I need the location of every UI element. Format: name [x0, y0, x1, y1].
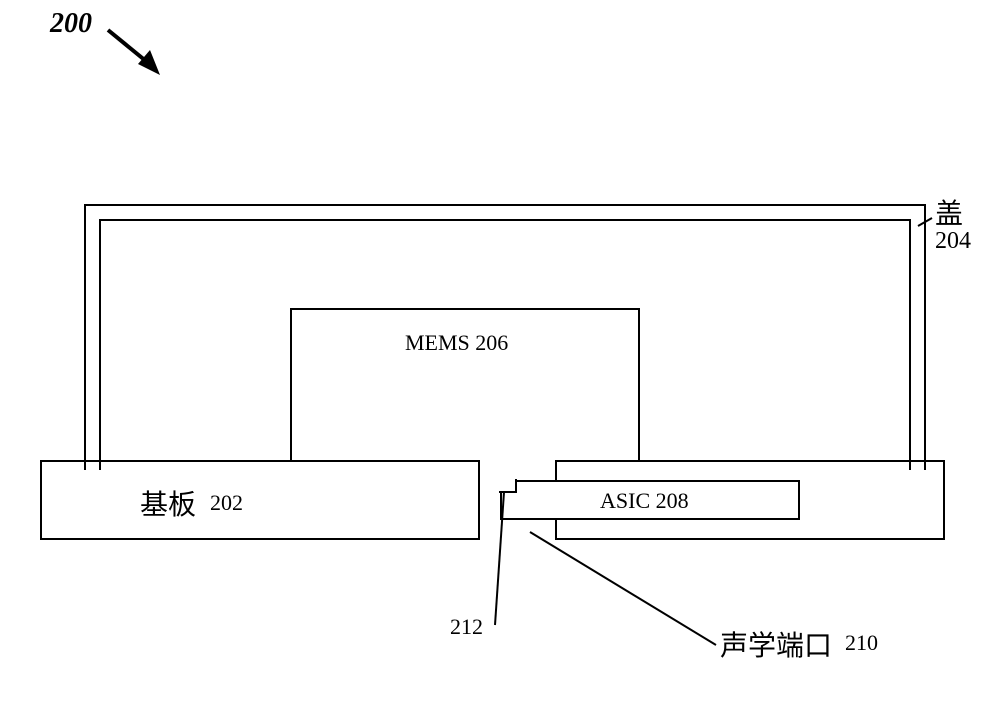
diagram-stage: 200 MEMS 206 基板 202 ASIC 208 盖 204 212 声… — [0, 0, 1000, 710]
substrate-left — [40, 460, 480, 540]
acoustic-port-label-text: 声学端口 — [720, 624, 832, 664]
ref-212-label: 212 — [450, 614, 483, 640]
lid-label-num: 204 — [935, 228, 971, 255]
figure-arrow — [108, 30, 160, 75]
substrate-label-text: 基板 — [140, 483, 196, 523]
figure-ref-number: 200 — [50, 8, 92, 40]
substrate-label-num: 202 — [210, 490, 243, 516]
mems-label: MEMS 206 — [405, 330, 508, 356]
acoustic-port-label-num: 210 — [845, 630, 878, 656]
lid-label-text: 盖 — [935, 192, 963, 232]
asic-label: ASIC 208 — [600, 488, 689, 514]
acoustic-port-leader — [530, 532, 716, 645]
asic-notch — [499, 479, 517, 493]
lid-leader — [918, 218, 932, 226]
